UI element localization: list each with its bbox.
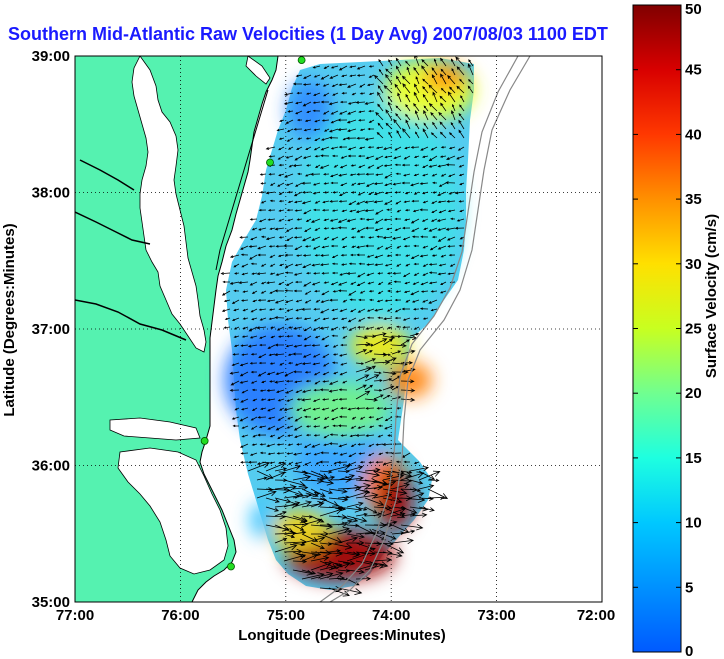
colorbar-tick-label: 30	[685, 256, 702, 273]
x-tick-label: 76:00	[161, 607, 199, 624]
delmarva-shore	[215, 89, 269, 271]
velocity-patch	[350, 325, 410, 365]
colorbar-tick-label: 50	[685, 1, 702, 18]
y-axis-title: Latitude (Degrees:Minutes)	[1, 223, 18, 416]
delaware-bay	[245, 56, 271, 85]
x-tick-label: 77:00	[56, 607, 94, 624]
figure-title: Southern Mid-Atlantic Raw Velocities (1 …	[8, 24, 608, 44]
y-tick-label: 35:00	[32, 594, 70, 611]
x-tick-label: 73:00	[477, 607, 515, 624]
y-tick-label: 36:00	[32, 458, 70, 475]
colorbar-tick-label: 15	[685, 450, 702, 467]
y-tick-label: 38:00	[32, 185, 70, 202]
colorbar-tick-label: 40	[685, 126, 702, 143]
velocity-patch	[290, 382, 390, 438]
colorbar-tick-label: 5	[685, 579, 693, 596]
station-marker	[200, 437, 209, 445]
chesapeake-bay	[131, 56, 207, 353]
velocity-patch	[295, 420, 385, 500]
x-axis-title: Longitude (Degrees:Minutes)	[238, 627, 446, 644]
isobath-contour	[319, 56, 519, 602]
colorbar-tick-label: 20	[685, 385, 702, 402]
station-marker	[266, 158, 274, 167]
y-tick-label: 37:00	[32, 321, 70, 338]
colorbar-title: Surface Velocity (cm/s)	[703, 214, 720, 378]
plot-border	[74, 55, 603, 603]
velocity-patch	[300, 100, 460, 320]
pamlico-sound	[117, 447, 229, 575]
velocity-patch	[388, 362, 432, 398]
isobath-contour	[329, 56, 531, 602]
x-tick-label: 74:00	[372, 607, 410, 624]
x-tick-label: 72:00	[577, 607, 615, 624]
station-markers	[200, 56, 306, 571]
x-tick-label: 75:00	[267, 607, 305, 624]
colorbar-tick-label: 25	[685, 321, 702, 338]
velocity-patch	[250, 502, 274, 538]
colorbar-tick-label: 35	[685, 191, 702, 208]
colorbar-tick-label: 0	[685, 643, 693, 659]
station-marker	[227, 562, 235, 571]
albemarle-sound	[109, 417, 201, 441]
station-marker	[297, 56, 306, 64]
potomac-river	[75, 159, 151, 245]
grid-lines	[75, 56, 602, 602]
james-river	[75, 299, 187, 341]
colorbar-tick-label: 45	[685, 62, 702, 79]
velocity-patch	[288, 80, 332, 140]
colorbar-tick-label: 10	[685, 515, 702, 532]
colorbar	[632, 4, 682, 653]
y-tick-label: 39:00	[32, 48, 70, 65]
